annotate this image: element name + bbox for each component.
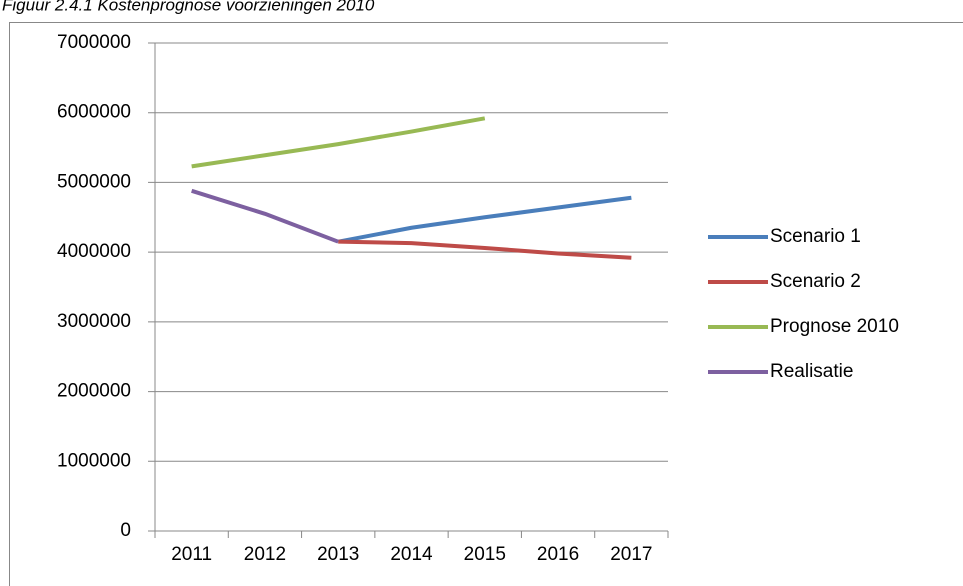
legend-label: Realisatie — [770, 361, 853, 382]
x-tick-label: 2011 — [171, 544, 212, 565]
series-line — [191, 116, 486, 169]
x-tick-label: 2015 — [464, 544, 506, 565]
legend-label: Prognose 2010 — [770, 316, 899, 337]
series-line — [337, 195, 632, 244]
y-tick-label: 2000000 — [57, 381, 131, 402]
y-tick-label: 7000000 — [57, 32, 131, 53]
x-tick-label: 2016 — [537, 544, 579, 565]
legend-label: Scenario 1 — [770, 226, 861, 247]
x-tick-label: 2014 — [390, 544, 433, 565]
x-tick-label: 2013 — [317, 544, 359, 565]
y-tick-label: 4000000 — [57, 241, 131, 262]
x-tick-label: 2017 — [610, 544, 652, 565]
legend-label: Scenario 2 — [770, 271, 861, 292]
y-tick-label: 3000000 — [57, 311, 131, 332]
x-tick-label: 2012 — [244, 544, 286, 565]
chart-border — [9, 22, 963, 586]
series-line — [191, 188, 339, 244]
chart-title: Figuur 2.4.1 Kostenprognose voorzieninge… — [2, 0, 375, 14]
y-tick-label: 5000000 — [57, 171, 131, 192]
series-line — [338, 239, 632, 260]
y-tick-label: 0 — [120, 520, 131, 541]
y-tick-label: 1000000 — [57, 450, 131, 471]
y-tick-label: 6000000 — [57, 102, 131, 123]
